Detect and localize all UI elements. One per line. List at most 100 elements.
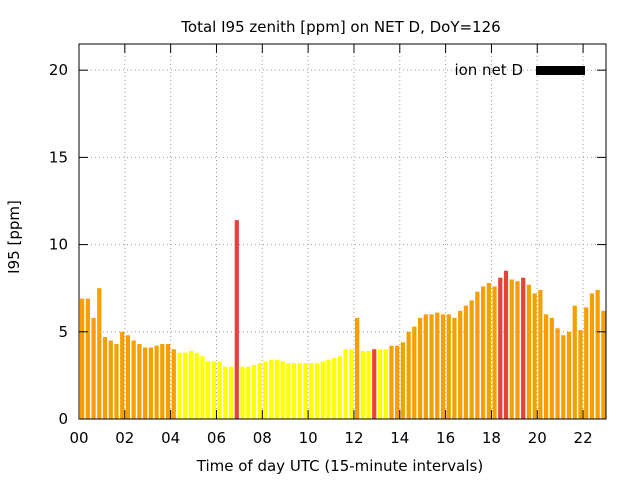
bar: [320, 361, 325, 419]
bar: [389, 345, 394, 419]
x-tick-label: 20: [528, 429, 547, 447]
legend-entry-label: ion net D: [454, 61, 523, 79]
bar: [515, 281, 520, 419]
bar: [503, 270, 509, 419]
bar: [206, 361, 211, 419]
bar: [440, 314, 446, 419]
bar: [492, 286, 497, 419]
bar: [274, 359, 279, 419]
bar: [269, 359, 274, 419]
bar: [337, 356, 342, 419]
x-tick-label: 18: [482, 429, 501, 447]
legend-swatch: [536, 66, 585, 75]
bar: [377, 349, 383, 419]
bar: [395, 345, 400, 419]
x-tick-label: 14: [390, 429, 409, 447]
y-tick-label: 0: [58, 410, 68, 428]
bar: [566, 331, 572, 419]
bar: [354, 317, 360, 419]
bar: [475, 291, 480, 419]
bar: [486, 282, 491, 419]
bar: [280, 361, 285, 419]
bar: [526, 284, 532, 419]
bar: [549, 317, 554, 419]
bar: [234, 220, 239, 419]
bar: [584, 307, 589, 419]
bar: [183, 352, 188, 419]
bar: [165, 344, 171, 419]
x-axis-label: Time of day UTC (15-minute intervals): [196, 457, 483, 475]
bar: [589, 293, 595, 419]
x-tick-label: 12: [344, 429, 363, 447]
bar: [314, 363, 320, 419]
bar: [309, 363, 314, 419]
plot-frame: [78, 43, 607, 420]
bar: [595, 289, 600, 419]
bar: [383, 349, 388, 419]
bar: [97, 288, 102, 419]
bar: [601, 310, 606, 419]
bar: [80, 298, 85, 419]
x-tick-label: 00: [69, 429, 88, 447]
bar: [372, 349, 377, 419]
bar: [343, 349, 348, 419]
bar: [143, 347, 148, 419]
bar: [177, 352, 182, 419]
bar: [303, 363, 308, 419]
bar: [366, 350, 371, 419]
bar: [469, 300, 474, 419]
bar: [458, 310, 463, 419]
x-tick-label: 10: [299, 429, 318, 447]
bar: [480, 286, 486, 419]
bar: [360, 350, 365, 419]
bar: [240, 366, 245, 419]
bar: [102, 337, 108, 419]
grid: [79, 44, 606, 419]
bar: [463, 305, 469, 419]
bar: [263, 361, 268, 419]
x-tick-label: 16: [436, 429, 455, 447]
bar: [120, 331, 125, 419]
bar: [246, 366, 251, 419]
bar: [137, 344, 142, 419]
y-axis-label: I95 [ppm]: [5, 200, 23, 274]
bar: [555, 328, 560, 419]
bar: [326, 359, 331, 419]
bar: [538, 289, 543, 419]
bar: [194, 352, 199, 419]
bar: [114, 344, 119, 419]
x-tick-label: 06: [207, 429, 226, 447]
bar: [154, 345, 159, 419]
bar: [217, 361, 222, 419]
bar: [91, 317, 96, 419]
bar: [223, 366, 228, 419]
bar: [498, 277, 503, 419]
x-tick-label: 22: [574, 429, 593, 447]
bar: [188, 350, 194, 419]
y-tick-label: 5: [58, 323, 68, 341]
bar: [131, 340, 136, 419]
bar: [228, 366, 234, 419]
bar: [297, 363, 302, 419]
bar: [332, 357, 337, 419]
bar: [532, 293, 537, 419]
bar: [125, 335, 131, 419]
bar: [423, 314, 428, 419]
bar: [171, 349, 176, 419]
bar: [200, 356, 205, 419]
bar: [572, 305, 577, 419]
x-tick-label: 04: [161, 429, 180, 447]
bar: [543, 314, 549, 419]
bar: [446, 314, 451, 419]
bar: [211, 361, 216, 419]
bars: [80, 220, 606, 419]
bar: [108, 340, 113, 419]
bar: [509, 279, 514, 419]
bar: [578, 330, 583, 419]
bar: [412, 326, 417, 419]
bar: [286, 363, 291, 419]
y-axis-ticks: 0 5 10 15 20: [49, 61, 606, 428]
x-tick-label: 02: [115, 429, 134, 447]
bar: [406, 331, 411, 419]
